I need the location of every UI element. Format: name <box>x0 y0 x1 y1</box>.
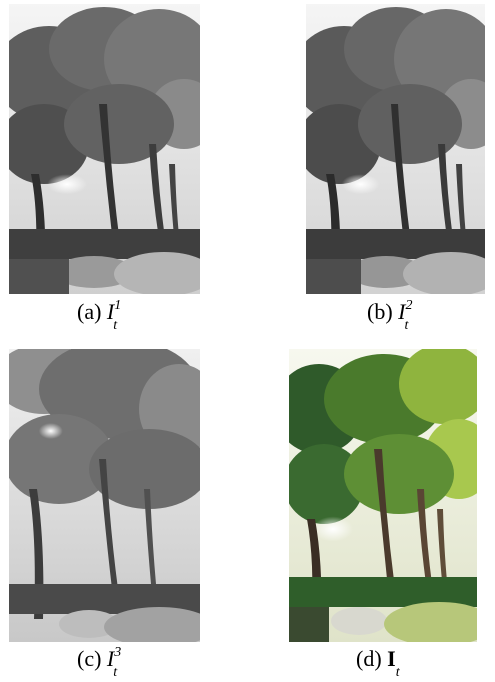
panel-b-image <box>306 4 485 294</box>
caption-a-subscript: t <box>113 318 118 334</box>
caption-c-subscript: t <box>113 665 118 681</box>
panel-c-image <box>9 349 200 642</box>
caption-d-subscript: t <box>395 665 400 681</box>
panel-d-image <box>289 349 477 642</box>
caption-d-prefix: (d) <box>356 646 382 671</box>
caption-c-prefix: (c) <box>77 646 102 671</box>
caption-b-symbol: I2 t <box>398 298 412 333</box>
grayscale-tree-scene-b <box>306 4 485 294</box>
caption-c-symbol: I3 t <box>106 645 121 680</box>
grayscale-tree-scene-c <box>9 349 200 642</box>
caption-b-prefix: (b) <box>367 299 393 324</box>
caption-b-superscript: 2 <box>405 297 413 313</box>
caption-d-symbol: It <box>387 646 399 680</box>
caption-b: (b) I2 t <box>367 298 412 333</box>
caption-d: (d) It <box>356 646 400 680</box>
caption-a: (a) I1 t <box>77 298 121 333</box>
grayscale-tree-scene-a <box>9 4 200 294</box>
caption-a-prefix: (a) <box>77 299 102 324</box>
caption-d-symbol-letter: I <box>387 646 396 671</box>
color-tree-scene-d <box>289 349 477 642</box>
caption-a-symbol: I1 t <box>106 298 121 333</box>
caption-c-superscript: 3 <box>114 644 122 660</box>
caption-a-symbol-letter: I <box>106 299 115 324</box>
caption-b-symbol-letter: I <box>398 299 406 324</box>
panel-a-image <box>9 4 200 294</box>
caption-c-symbol-letter: I <box>106 646 115 671</box>
caption-a-superscript: 1 <box>114 297 122 313</box>
caption-c: (c) I3 t <box>77 645 121 680</box>
caption-b-subscript: t <box>404 318 409 334</box>
